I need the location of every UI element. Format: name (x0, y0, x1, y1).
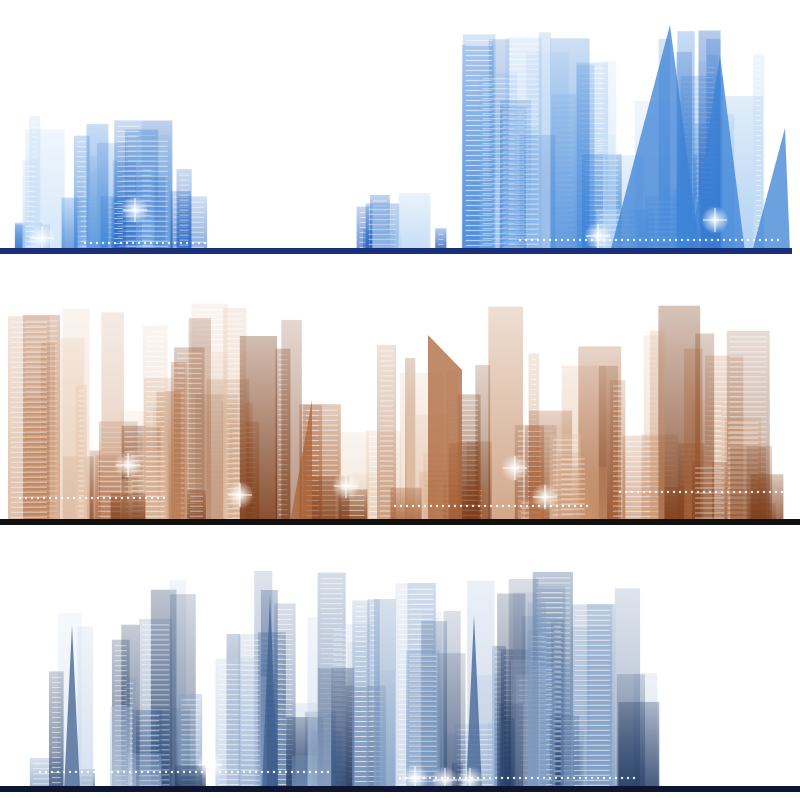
steel-blue-skyline-illustration (0, 571, 800, 794)
building (109, 706, 132, 790)
tower-spire (466, 615, 482, 790)
building (377, 344, 397, 523)
brown-skyline-illustration (0, 303, 800, 525)
building (75, 384, 87, 523)
building (398, 193, 431, 252)
tower-spire (752, 128, 790, 252)
building (86, 124, 109, 252)
building (374, 599, 396, 790)
building (238, 634, 263, 790)
tower-spire (290, 400, 312, 523)
building (616, 674, 646, 790)
tower-spire (64, 625, 80, 790)
building (281, 319, 302, 523)
brown-skyline-panel (0, 270, 800, 535)
building (527, 602, 546, 790)
building (746, 446, 767, 523)
building (443, 610, 461, 790)
building (504, 718, 515, 790)
ground-line (0, 248, 792, 254)
blue-skyline-panel (0, 0, 800, 265)
building (571, 604, 613, 790)
building (435, 228, 447, 252)
building (372, 204, 401, 252)
building (307, 616, 332, 790)
ground-line (0, 519, 800, 525)
steel-blue-skyline-panel (0, 540, 800, 798)
building (649, 330, 665, 523)
building (128, 753, 162, 790)
building (557, 453, 588, 523)
building (505, 38, 542, 252)
building (49, 671, 64, 790)
tower-spire (262, 595, 278, 790)
tower-spire (690, 55, 745, 252)
building (8, 316, 50, 523)
tower-spire (610, 25, 700, 252)
ground-line (0, 786, 800, 792)
building (135, 135, 171, 252)
blue-skyline-illustration (0, 25, 792, 254)
tower-spire (428, 335, 462, 523)
building (352, 600, 370, 790)
building (89, 450, 101, 523)
building (576, 64, 595, 252)
building (753, 54, 765, 252)
building (603, 61, 617, 253)
building (142, 325, 168, 523)
